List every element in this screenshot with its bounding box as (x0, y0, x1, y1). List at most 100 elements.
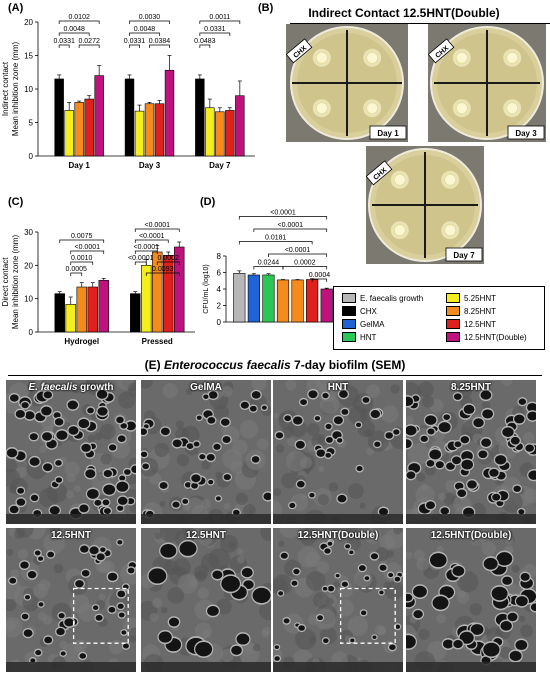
sem-grain (42, 615, 53, 625)
sem-tile-label: 12.5HNT(Double) (297, 530, 379, 541)
chart-d-cfu: 0 2 4 6 8 CFU/mL (log10) <0.0001 <0.0001 0.0181 <… (203, 210, 334, 327)
dentinal-tubule (108, 444, 117, 451)
dentinal-tubule (203, 394, 209, 399)
y-tick-label: 8 (217, 252, 222, 261)
sem-grain (31, 380, 46, 394)
dentinal-tubule (30, 494, 39, 502)
dentinal-tubule (21, 402, 29, 409)
sem-tile-label: 12.5HNT (50, 530, 91, 541)
dentinal-tubule (29, 433, 38, 441)
dentinal-tubule (103, 469, 113, 478)
sem-grain (154, 532, 162, 540)
zoom-inset-box (339, 587, 396, 644)
dentinal-tubule (81, 569, 90, 577)
sem-grain (482, 401, 491, 410)
disc-sample (366, 51, 378, 64)
sem-grain (38, 579, 51, 592)
panel-e-title-italic: Enterococcus faecalis (163, 358, 291, 372)
sem-grain (65, 490, 75, 499)
dentinal-tubule (316, 449, 326, 457)
dentinal-tubule (251, 391, 261, 399)
significance-label: 0.0331 (124, 38, 146, 45)
dentinal-tubule (438, 422, 451, 433)
legend-item: E. faecalis growth (342, 293, 423, 303)
day-label-box (445, 247, 483, 262)
y-tick-label: 0 (29, 152, 34, 161)
agar-plate: CHX Day 3 (428, 24, 546, 142)
sem-grain (100, 453, 112, 465)
dentinal-tubule (75, 580, 84, 588)
sem-texture (6, 528, 136, 672)
sem-tile-label: GelMA (190, 382, 222, 393)
bar (164, 69, 175, 157)
sem-grain (451, 528, 462, 538)
significance-bracket (58, 32, 90, 36)
sem-grain (308, 636, 316, 644)
sem-grain (413, 549, 425, 561)
significance-bracket (58, 44, 70, 48)
significance-label: 0.0075 (71, 233, 93, 240)
dentinal-tubule (291, 580, 298, 586)
dentinal-tubule (221, 575, 240, 592)
dentinal-tubule (21, 613, 29, 620)
sem-grain (163, 560, 179, 576)
dentinal-tubule (432, 596, 449, 610)
dentinal-tubule (362, 397, 370, 403)
disc-sample (506, 102, 518, 114)
dentinal-tubule (160, 544, 177, 558)
significance-bracket (268, 253, 328, 257)
x-tick-label: Hydrogel (64, 337, 99, 346)
sem-grain (523, 431, 535, 444)
y-tick-label: 20 (24, 261, 33, 270)
bar (87, 286, 98, 333)
dentinal-tubule (195, 641, 213, 657)
sem-grain (243, 504, 256, 517)
dentinal-tubule (102, 499, 110, 506)
sem-grain (256, 438, 269, 450)
sem-grain (237, 555, 245, 564)
dentinal-tubule (289, 502, 296, 508)
dentinal-tubule (158, 631, 172, 643)
significance-label: 0.0244 (258, 260, 280, 267)
dentinal-tubule (199, 454, 206, 460)
chx-label-box (428, 38, 455, 64)
significance-label: <0.0001 (139, 233, 165, 240)
sem-grain (359, 408, 373, 422)
dentinal-tubule (240, 401, 249, 409)
legend-swatch (446, 293, 460, 303)
dentinal-tubule (453, 393, 462, 400)
dentinal-tubule (9, 577, 17, 584)
significance-bracket (282, 266, 328, 270)
sem-grain (273, 412, 280, 419)
significance-bracket (59, 239, 105, 243)
dentinal-tubule (482, 409, 494, 419)
dentinal-tubule (495, 455, 507, 465)
sem-grain (297, 546, 319, 568)
sem-grain (6, 598, 17, 612)
sem-grain (418, 381, 434, 398)
dentinal-tubule (124, 469, 131, 475)
dentinal-tubule (215, 496, 221, 501)
dentinal-tubule (406, 471, 416, 479)
sem-grain (69, 593, 90, 614)
sem-grain (260, 528, 271, 541)
significance-bracket (58, 20, 100, 24)
dentinal-tubule (406, 425, 417, 436)
dentinal-tubule (68, 426, 79, 435)
sem-grain (390, 384, 400, 394)
dentinal-tubule (100, 547, 106, 552)
dentinal-tubule (327, 585, 335, 592)
sem-grain (345, 528, 359, 539)
sem-grain (159, 528, 181, 543)
dentinal-tubule (116, 416, 124, 424)
significance-label: 0.0331 (53, 38, 75, 45)
dentinal-tubule (322, 392, 329, 399)
sem-texture (6, 380, 136, 524)
y-tick-label: 15 (24, 52, 33, 61)
dentinal-tubule (507, 612, 518, 622)
dentinal-tubule (355, 422, 362, 427)
sem-tile: 12.5HNT(Double) (406, 528, 536, 672)
dentinal-tubule (56, 430, 68, 440)
significance-label: <0.0001 (145, 222, 171, 229)
dentinal-tubule (322, 586, 328, 591)
